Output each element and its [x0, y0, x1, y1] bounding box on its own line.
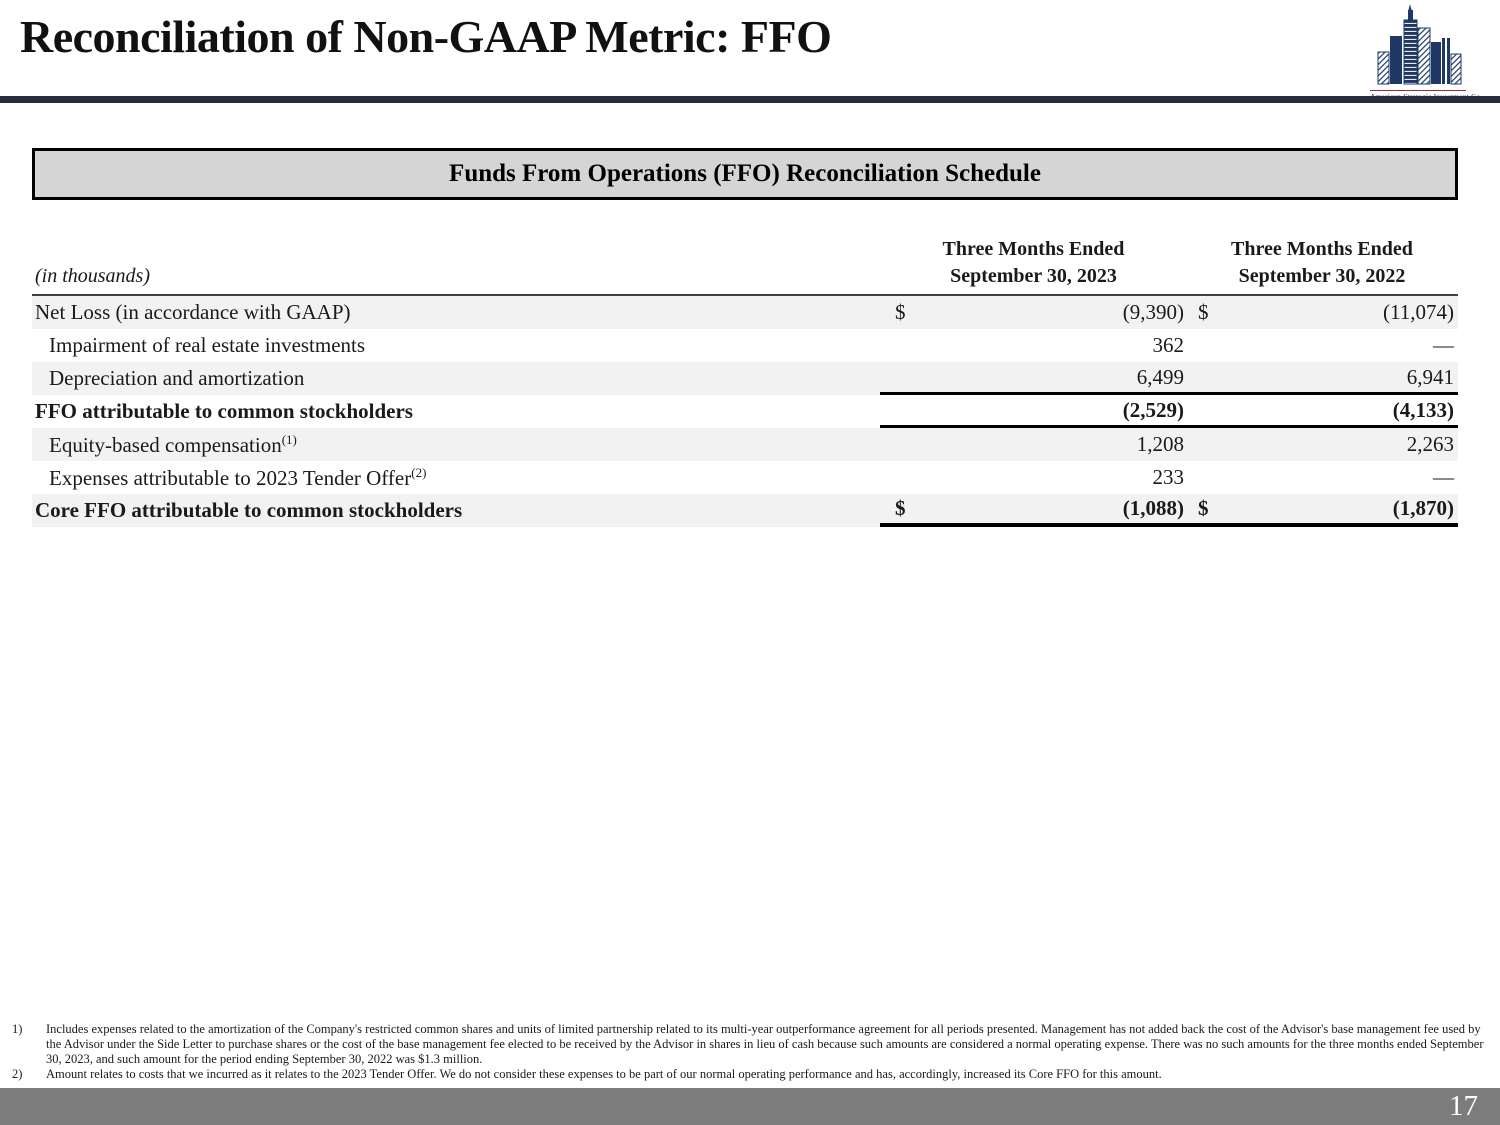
value-2022: —	[1433, 333, 1454, 357]
row-label: FFO attributable to common stockholders	[32, 399, 880, 424]
table-row: Impairment of real estate investments 36…	[32, 329, 1458, 362]
footnote-2: 2) Amount relates to costs that we incur…	[12, 1067, 1490, 1082]
skyline-logo-icon	[1377, 4, 1462, 85]
table-row: Expenses attributable to 2023 Tender Off…	[32, 461, 1458, 494]
dollar-sign: $	[1198, 300, 1209, 324]
footnote-1: 1) Includes expenses related to the amor…	[12, 1022, 1490, 1067]
value-2022: (1,870)	[1392, 496, 1454, 520]
company-logo: American Strategic Investment Co.	[1370, 4, 1482, 101]
column-header-line: September 30, 2022	[1238, 265, 1406, 287]
row-label: Depreciation and amortization	[32, 366, 880, 391]
footnote-number: 2)	[12, 1067, 23, 1081]
footer-bar: 17	[0, 1088, 1500, 1125]
dollar-sign: $	[895, 496, 906, 520]
value-2023: 1,208	[1136, 432, 1184, 456]
row-label-text: Net Loss (in accordance with GAAP)	[35, 300, 351, 324]
footnote-marker: (2)	[411, 464, 427, 480]
row-label-text: Equity-based compensation	[49, 432, 282, 457]
row-label-text: Core FFO attributable to common stockhol…	[35, 498, 463, 522]
value-2023: 6,499	[1136, 364, 1184, 389]
row-label: Net Loss (in accordance with GAAP)	[32, 300, 880, 325]
footnote-marker: (1)	[281, 431, 297, 447]
schedule-header-box: Funds From Operations (FFO) Reconciliati…	[32, 148, 1458, 200]
value-2023: 233	[1152, 465, 1185, 489]
row-label: Impairment of real estate investments	[32, 333, 880, 358]
value-2023: (2,529)	[1122, 397, 1184, 422]
value-2022: —	[1433, 465, 1454, 489]
value-2022: 2,263	[1406, 432, 1454, 456]
ffo-reconciliation-table: Net Loss (in accordance with GAAP) $ (9,3…	[32, 294, 1458, 527]
column-header-line: Three Months Ended	[942, 238, 1125, 260]
row-label: Core FFO attributable to common stockhol…	[32, 498, 880, 523]
units-note: (in thousands)	[35, 265, 150, 287]
page-number: 17	[1449, 1090, 1478, 1122]
value-2022: 6,941	[1406, 364, 1454, 389]
dollar-sign: $	[1198, 496, 1209, 520]
column-header-line: September 30, 2023	[950, 265, 1117, 287]
row-label-text: FFO attributable to common stockholders	[35, 399, 413, 423]
column-header-line: Three Months Ended	[1231, 238, 1413, 260]
row-label-text: Impairment of real estate investments	[49, 333, 366, 357]
value-2022: (11,074)	[1383, 300, 1454, 324]
value-2022: (4,133)	[1392, 397, 1454, 422]
row-label-text: Expenses attributable to 2023 Tender Off…	[49, 465, 412, 490]
value-2023: 362	[1152, 333, 1185, 357]
table-row-total: Core FFO attributable to common stockhol…	[32, 494, 1458, 527]
column-header-2022: Three Months Ended September 30, 2022	[1186, 236, 1458, 294]
table-row-subtotal: FFO attributable to common stockholders …	[32, 395, 1458, 428]
value-2023: (9,390)	[1122, 300, 1184, 324]
row-label: Equity-based compensation(1)	[32, 432, 880, 458]
table-row: Depreciation and amortization 6,499 6,94…	[32, 362, 1458, 395]
footnote-text: Amount relates to costs that we incurred…	[46, 1067, 1162, 1081]
title-divider	[0, 96, 1500, 103]
schedule-title: Funds From Operations (FFO) Reconciliati…	[449, 160, 1041, 187]
table-row: Equity-based compensation(1) 1,208 2,263	[32, 428, 1458, 461]
column-header-2023: Three Months Ended September 30, 2023	[881, 236, 1186, 294]
row-label-text: Depreciation and amortization	[49, 366, 305, 390]
footnotes: 1) Includes expenses related to the amor…	[12, 1022, 1490, 1082]
footnote-number: 1)	[12, 1022, 23, 1036]
dollar-sign: $	[895, 300, 906, 324]
table-row: Net Loss (in accordance with GAAP) $ (9,3…	[32, 296, 1458, 329]
row-label: Expenses attributable to 2023 Tender Off…	[32, 465, 880, 491]
value-2023: (1,088)	[1122, 496, 1184, 520]
table-column-headers: (in thousands) Three Months Ended Septem…	[32, 226, 1458, 294]
page-title: Reconciliation of Non-GAAP Metric: FFO	[20, 11, 832, 62]
footnote-text: Includes expenses related to the amortiz…	[46, 1022, 1484, 1066]
